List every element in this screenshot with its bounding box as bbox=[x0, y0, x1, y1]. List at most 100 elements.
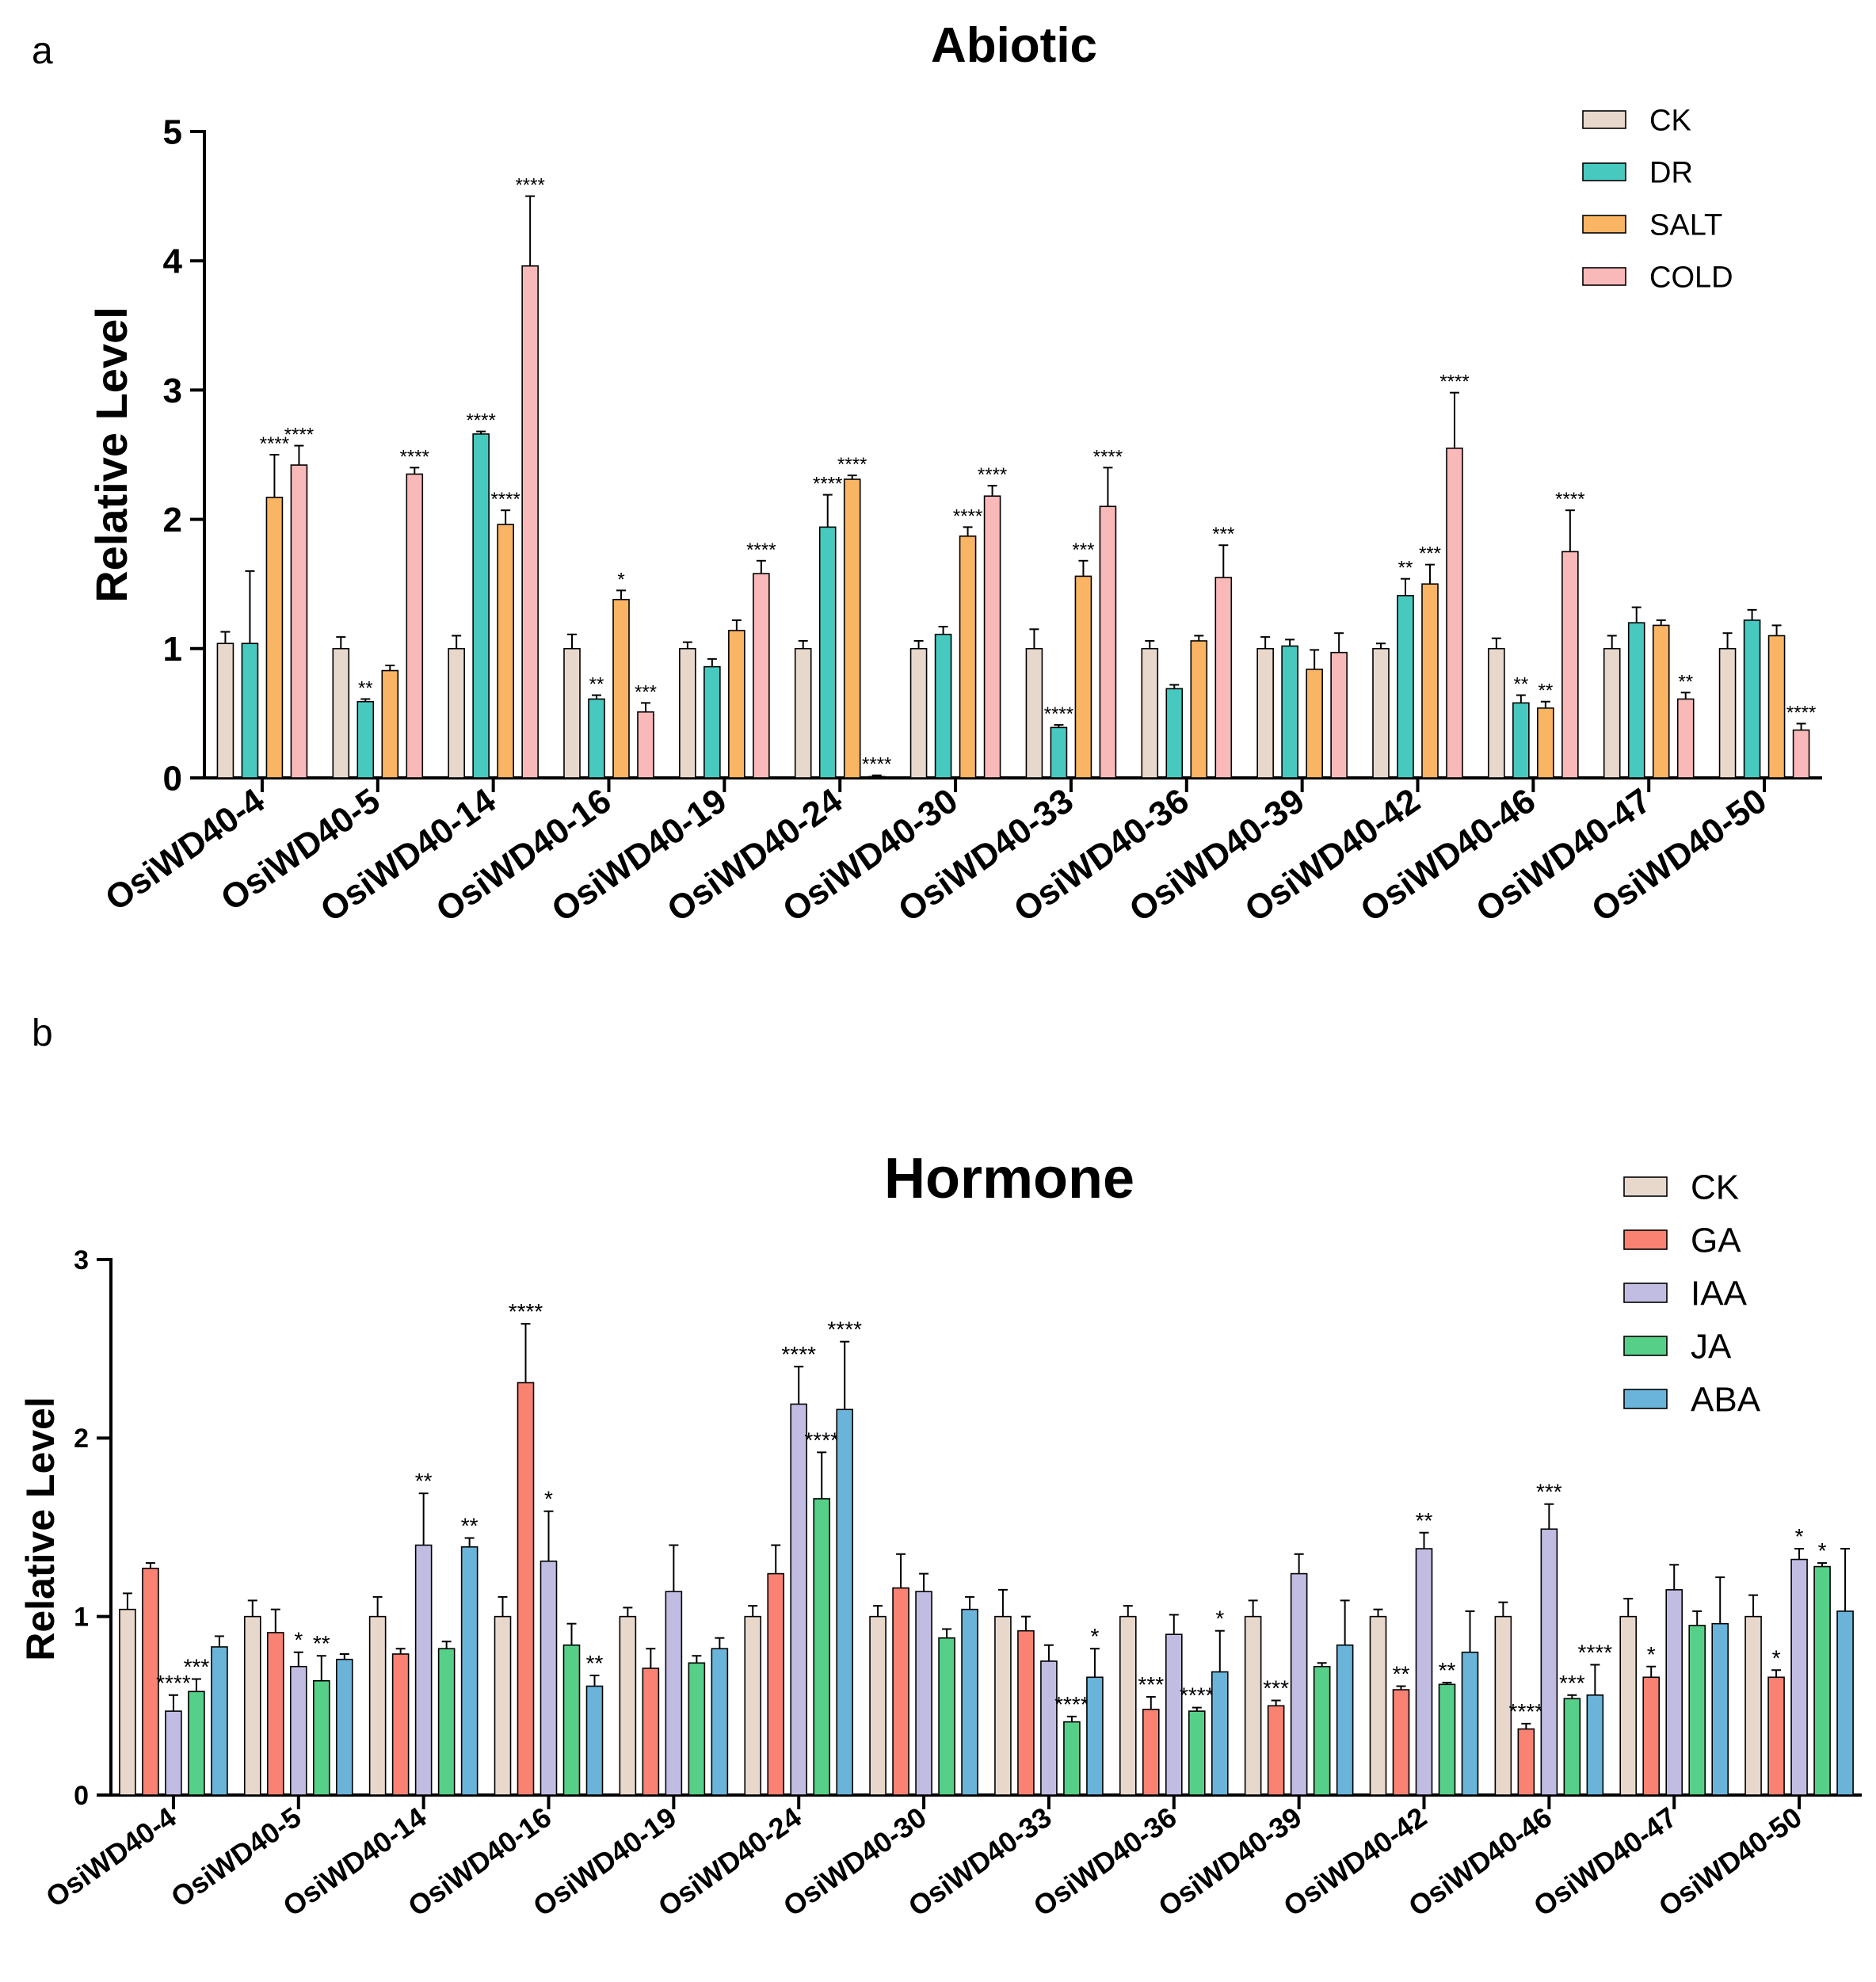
bar-ga bbox=[767, 1572, 785, 1796]
significance-label: *** bbox=[1138, 1672, 1164, 1697]
bar-salt bbox=[265, 497, 284, 779]
bar-ja bbox=[1563, 1698, 1581, 1796]
significance-label: *** bbox=[1419, 543, 1441, 565]
bar-cold bbox=[1446, 448, 1463, 779]
significance-label: **** bbox=[1509, 1699, 1544, 1724]
bar-dr bbox=[1397, 595, 1414, 779]
significance-label: ** bbox=[1514, 674, 1529, 696]
bar-cold bbox=[1099, 505, 1117, 779]
bar-ck bbox=[494, 1615, 512, 1796]
significance-label: ** bbox=[415, 1469, 433, 1493]
bar-dr bbox=[1743, 619, 1761, 779]
legend-swatch-aba bbox=[1623, 1389, 1668, 1409]
bar-ck bbox=[909, 647, 928, 779]
bar-iaa bbox=[1040, 1660, 1058, 1796]
significance-label: * bbox=[1647, 1642, 1656, 1667]
y-axis-label: Relative Level bbox=[86, 307, 136, 603]
bar-dr bbox=[1165, 688, 1184, 779]
bar-ck bbox=[1744, 1615, 1762, 1796]
bar-salt bbox=[497, 524, 514, 779]
bar-iaa bbox=[1165, 1633, 1183, 1796]
bar-dr bbox=[818, 526, 837, 779]
bar-cold bbox=[521, 265, 539, 779]
bar-salt bbox=[1421, 583, 1439, 779]
bar-ga bbox=[391, 1653, 410, 1796]
bar-ja bbox=[562, 1644, 581, 1796]
significance-label: ** bbox=[1393, 1662, 1410, 1687]
bar-iaa bbox=[1415, 1548, 1433, 1796]
bar-ja bbox=[813, 1498, 831, 1796]
significance-label: *** bbox=[1536, 1480, 1562, 1504]
significance-label: * bbox=[1215, 1607, 1224, 1631]
bar-dr bbox=[472, 433, 490, 779]
y-tick-label: 3 bbox=[163, 372, 182, 410]
bar-cold bbox=[1792, 729, 1810, 779]
significance-label: **** bbox=[1180, 1683, 1214, 1708]
legend-label: CK bbox=[1649, 104, 1691, 137]
legend-swatch-dr bbox=[1582, 162, 1626, 181]
panel-label-a: a bbox=[32, 30, 53, 72]
bar-salt bbox=[1652, 624, 1670, 779]
legend-label: ABA bbox=[1691, 1380, 1761, 1419]
bar-dr bbox=[704, 665, 721, 779]
significance-label: ** bbox=[586, 1651, 604, 1675]
bar-iaa bbox=[1290, 1572, 1308, 1796]
bar-ck bbox=[216, 642, 234, 779]
bar-ck bbox=[1025, 647, 1043, 779]
significance-label: * bbox=[294, 1628, 303, 1652]
bar-aba bbox=[1711, 1622, 1729, 1796]
significance-label: *** bbox=[1263, 1676, 1289, 1701]
bar-aba bbox=[1836, 1610, 1854, 1796]
y-tick-label: 4 bbox=[163, 242, 183, 281]
y-tick-label: 2 bbox=[163, 501, 182, 539]
significance-label: * bbox=[1772, 1645, 1781, 1670]
bar-salt bbox=[1190, 640, 1208, 779]
y-tick-label: 1 bbox=[74, 1603, 89, 1633]
bar-ck bbox=[744, 1615, 762, 1796]
bar-ja bbox=[437, 1648, 456, 1796]
significance-label: **** bbox=[827, 1317, 862, 1342]
bar-iaa bbox=[1790, 1558, 1808, 1796]
bar-aba bbox=[211, 1646, 228, 1796]
bar-salt bbox=[1306, 669, 1323, 779]
y-tick-label: 0 bbox=[163, 759, 182, 798]
bar-ck bbox=[1372, 647, 1390, 779]
legend-swatch-cold bbox=[1582, 267, 1626, 286]
legend-swatch-ja bbox=[1623, 1336, 1668, 1356]
significance-label: *** bbox=[184, 1655, 210, 1679]
significance-label: ** bbox=[1678, 671, 1693, 692]
bar-cold bbox=[867, 776, 886, 779]
significance-label: * bbox=[617, 569, 624, 590]
significance-label: **** bbox=[746, 539, 776, 561]
bar-cold bbox=[1330, 651, 1348, 779]
chart-title: Abiotic bbox=[931, 18, 1097, 73]
significance-label: *** bbox=[635, 681, 657, 703]
y-tick-label: 1 bbox=[163, 630, 182, 669]
bar-cold bbox=[290, 464, 308, 779]
y-tick-label: 3 bbox=[74, 1245, 89, 1275]
bar-dr bbox=[1627, 622, 1645, 779]
bar-ck bbox=[448, 647, 465, 779]
significance-label: **** bbox=[781, 1342, 816, 1366]
legend-label: IAA bbox=[1691, 1274, 1748, 1313]
significance-label: **** bbox=[490, 489, 520, 510]
significance-label: **** bbox=[1578, 1641, 1613, 1665]
bar-ga bbox=[1392, 1689, 1410, 1796]
bar-iaa bbox=[790, 1403, 808, 1796]
x-tick-label: OsiWD40-4 bbox=[40, 1801, 181, 1914]
bar-ja bbox=[1438, 1683, 1456, 1796]
legend-swatch-iaa bbox=[1623, 1283, 1668, 1303]
bar-aba bbox=[836, 1408, 854, 1796]
bar-iaa bbox=[165, 1710, 182, 1796]
bar-ja bbox=[1188, 1710, 1206, 1796]
legend-label: SALT bbox=[1649, 208, 1722, 242]
significance-label: **** bbox=[1044, 703, 1073, 725]
y-tick-label: 0 bbox=[74, 1781, 89, 1811]
legend-swatch-ga bbox=[1623, 1229, 1668, 1250]
bar-dr bbox=[241, 642, 259, 779]
bar-cold bbox=[1676, 698, 1695, 779]
significance-label: **** bbox=[1439, 372, 1469, 393]
bar-ck bbox=[679, 647, 696, 779]
